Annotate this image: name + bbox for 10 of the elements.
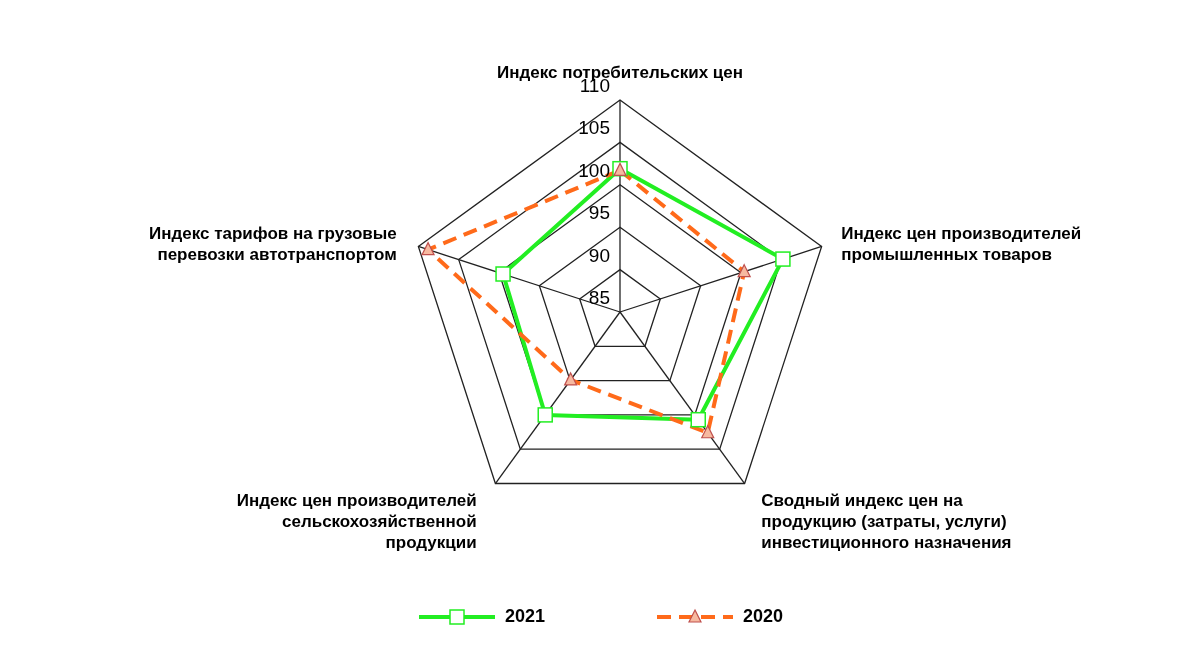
y-tick-label: 105 xyxy=(578,117,610,139)
spoke-label: Сводный индекс цен на продукцию (затраты, услуги) инвестиционного назначения xyxy=(761,490,1012,552)
spoke-label: Индекс цен производителей промышленных товаров xyxy=(841,224,1082,265)
y-tick-label: 95 xyxy=(588,202,610,224)
spoke-label: Индекс тарифов на грузовые перевозки автотранспортом xyxy=(148,224,397,265)
spoke-label: Индекс цен производителей сельскохозяйственной продукции xyxy=(236,490,477,552)
legend-label: 2021 xyxy=(504,606,545,627)
y-tick-label: 90 xyxy=(588,244,610,266)
y-tick-label: 85 xyxy=(588,287,610,308)
legend-label: 2020 xyxy=(743,606,784,627)
